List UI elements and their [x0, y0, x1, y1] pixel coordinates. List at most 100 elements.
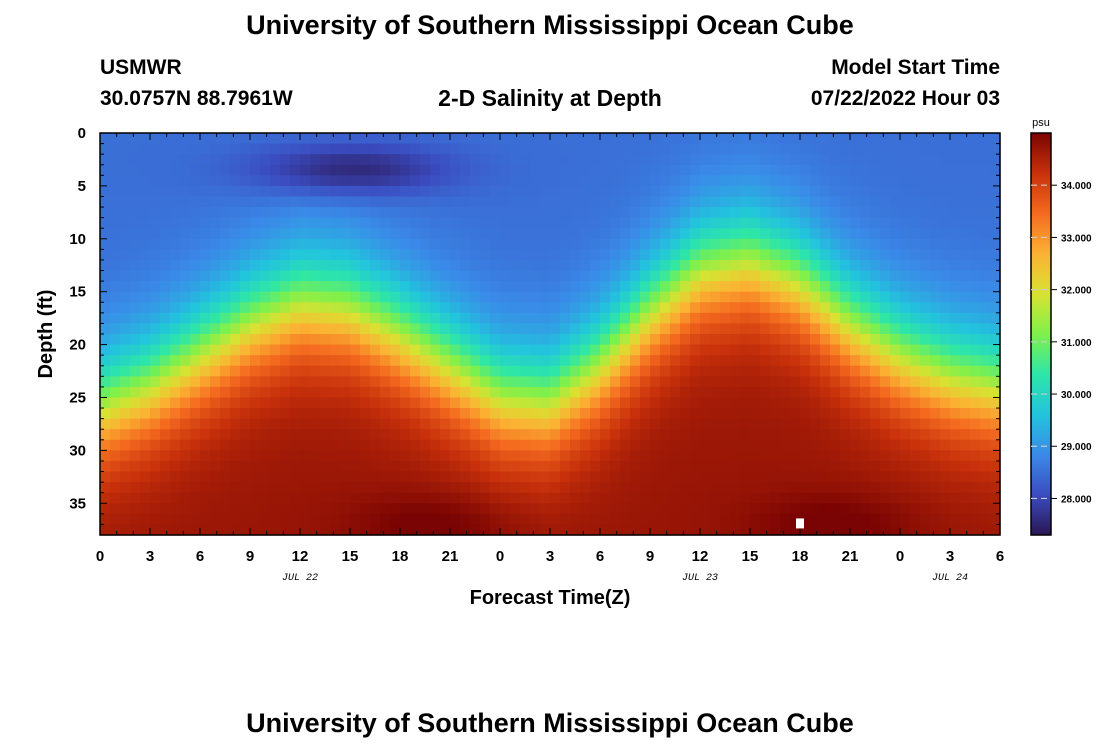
- heatmap-cell: [380, 312, 391, 325]
- heatmap-cell: [490, 302, 501, 314]
- heatmap-cell: [600, 217, 611, 229]
- heatmap-cell: [860, 334, 871, 346]
- heatmap-cell: [790, 281, 801, 293]
- heatmap-cell: [480, 355, 491, 367]
- heatmap-cell: [210, 524, 221, 536]
- heatmap-cell: [270, 355, 281, 367]
- heatmap-cell: [880, 312, 891, 325]
- heatmap-cell: [180, 450, 191, 462]
- heatmap-cell: [910, 175, 921, 187]
- heatmap-cell: [380, 175, 391, 187]
- heatmap-cell: [770, 238, 781, 250]
- heatmap-cell: [680, 429, 691, 441]
- heatmap-cell: [930, 397, 941, 409]
- heatmap-cell: [640, 503, 651, 515]
- heatmap-cell: [620, 323, 631, 335]
- heatmap-cell: [230, 323, 241, 335]
- heatmap-cell: [240, 196, 251, 208]
- heatmap-cell: [390, 397, 401, 409]
- heatmap-cell: [860, 429, 871, 441]
- heatmap-cell: [760, 281, 771, 293]
- heatmap-cell: [790, 365, 801, 377]
- heatmap-cell: [690, 365, 701, 377]
- heatmap-cell: [510, 323, 521, 335]
- heatmap-cell: [230, 164, 241, 176]
- heatmap-cell: [910, 418, 921, 430]
- heatmap-cell: [390, 133, 401, 145]
- heatmap-cell: [400, 207, 411, 219]
- heatmap-cell: [660, 429, 671, 441]
- heatmap-cell: [400, 164, 411, 176]
- heatmap-cell: [750, 259, 761, 272]
- heatmap-cell: [880, 386, 891, 399]
- heatmap-cell: [140, 418, 151, 430]
- heatmap-cell: [600, 439, 611, 451]
- heatmap-cell: [490, 143, 501, 155]
- heatmap-cell: [910, 238, 921, 250]
- x-tick-label: 12: [692, 548, 709, 565]
- heatmap-cell: [400, 228, 411, 240]
- heatmap-cell: [650, 185, 661, 198]
- heatmap-cell: [900, 302, 911, 314]
- heatmap-cell: [520, 460, 531, 473]
- heatmap-cell: [320, 207, 331, 219]
- heatmap-cell: [810, 376, 821, 388]
- heatmap-cell: [600, 482, 611, 494]
- heatmap-cell: [140, 524, 151, 536]
- heatmap-cell: [370, 439, 381, 451]
- heatmap-cell: [710, 143, 721, 155]
- heatmap-cell: [320, 418, 331, 430]
- heatmap-cell: [120, 344, 131, 356]
- heatmap-cell: [170, 217, 181, 229]
- heatmap-cell: [220, 249, 231, 261]
- heatmap-cell: [580, 196, 591, 208]
- heatmap-cell: [440, 323, 451, 335]
- heatmap-cell: [740, 513, 751, 526]
- heatmap-cell: [890, 408, 901, 420]
- heatmap-cell: [740, 439, 751, 451]
- heatmap-cell: [420, 418, 431, 430]
- heatmap-cell: [270, 270, 281, 282]
- heatmap-cell: [730, 429, 741, 441]
- heatmap-cell: [220, 418, 231, 430]
- heatmap-cell: [810, 154, 821, 166]
- heatmap-cell: [480, 524, 491, 536]
- heatmap-cell: [810, 513, 821, 526]
- heatmap-cell: [300, 429, 311, 441]
- heatmap-cell: [440, 397, 451, 409]
- heatmap-cell: [130, 439, 141, 451]
- heatmap-cell: [150, 408, 161, 420]
- heatmap-cell: [260, 460, 271, 473]
- heatmap-cell: [140, 482, 151, 494]
- heatmap-cell: [420, 408, 431, 420]
- heatmap-cell: [440, 334, 451, 346]
- heatmap-cell: [760, 228, 771, 240]
- heatmap-cell: [790, 207, 801, 219]
- heatmap-cell: [180, 154, 191, 166]
- heatmap-cell: [330, 217, 341, 229]
- heatmap-cell: [920, 185, 931, 198]
- heatmap-cell: [830, 217, 841, 229]
- heatmap-cell: [890, 323, 901, 335]
- heatmap-cell: [210, 185, 221, 198]
- heatmap-cell: [990, 386, 1001, 399]
- heatmap-cell: [160, 312, 171, 325]
- heatmap-cell: [200, 164, 211, 176]
- heatmap-cell: [880, 418, 891, 430]
- heatmap-cell: [930, 323, 941, 335]
- heatmap-cell: [240, 143, 251, 155]
- heatmap-cell: [950, 397, 961, 409]
- heatmap-cell: [780, 164, 791, 176]
- heatmap-cell: [600, 207, 611, 219]
- heatmap-cell: [470, 270, 481, 282]
- heatmap-cell: [310, 376, 321, 388]
- heatmap-cell: [250, 302, 261, 314]
- heatmap-cell: [950, 482, 961, 494]
- heatmap-cell: [110, 302, 121, 314]
- heatmap-cell: [560, 164, 571, 176]
- heatmap-cell: [270, 408, 281, 420]
- heatmap-cell: [140, 196, 151, 208]
- heatmap-cell: [160, 376, 171, 388]
- heatmap-cell: [220, 207, 231, 219]
- heatmap-cell: [320, 154, 331, 166]
